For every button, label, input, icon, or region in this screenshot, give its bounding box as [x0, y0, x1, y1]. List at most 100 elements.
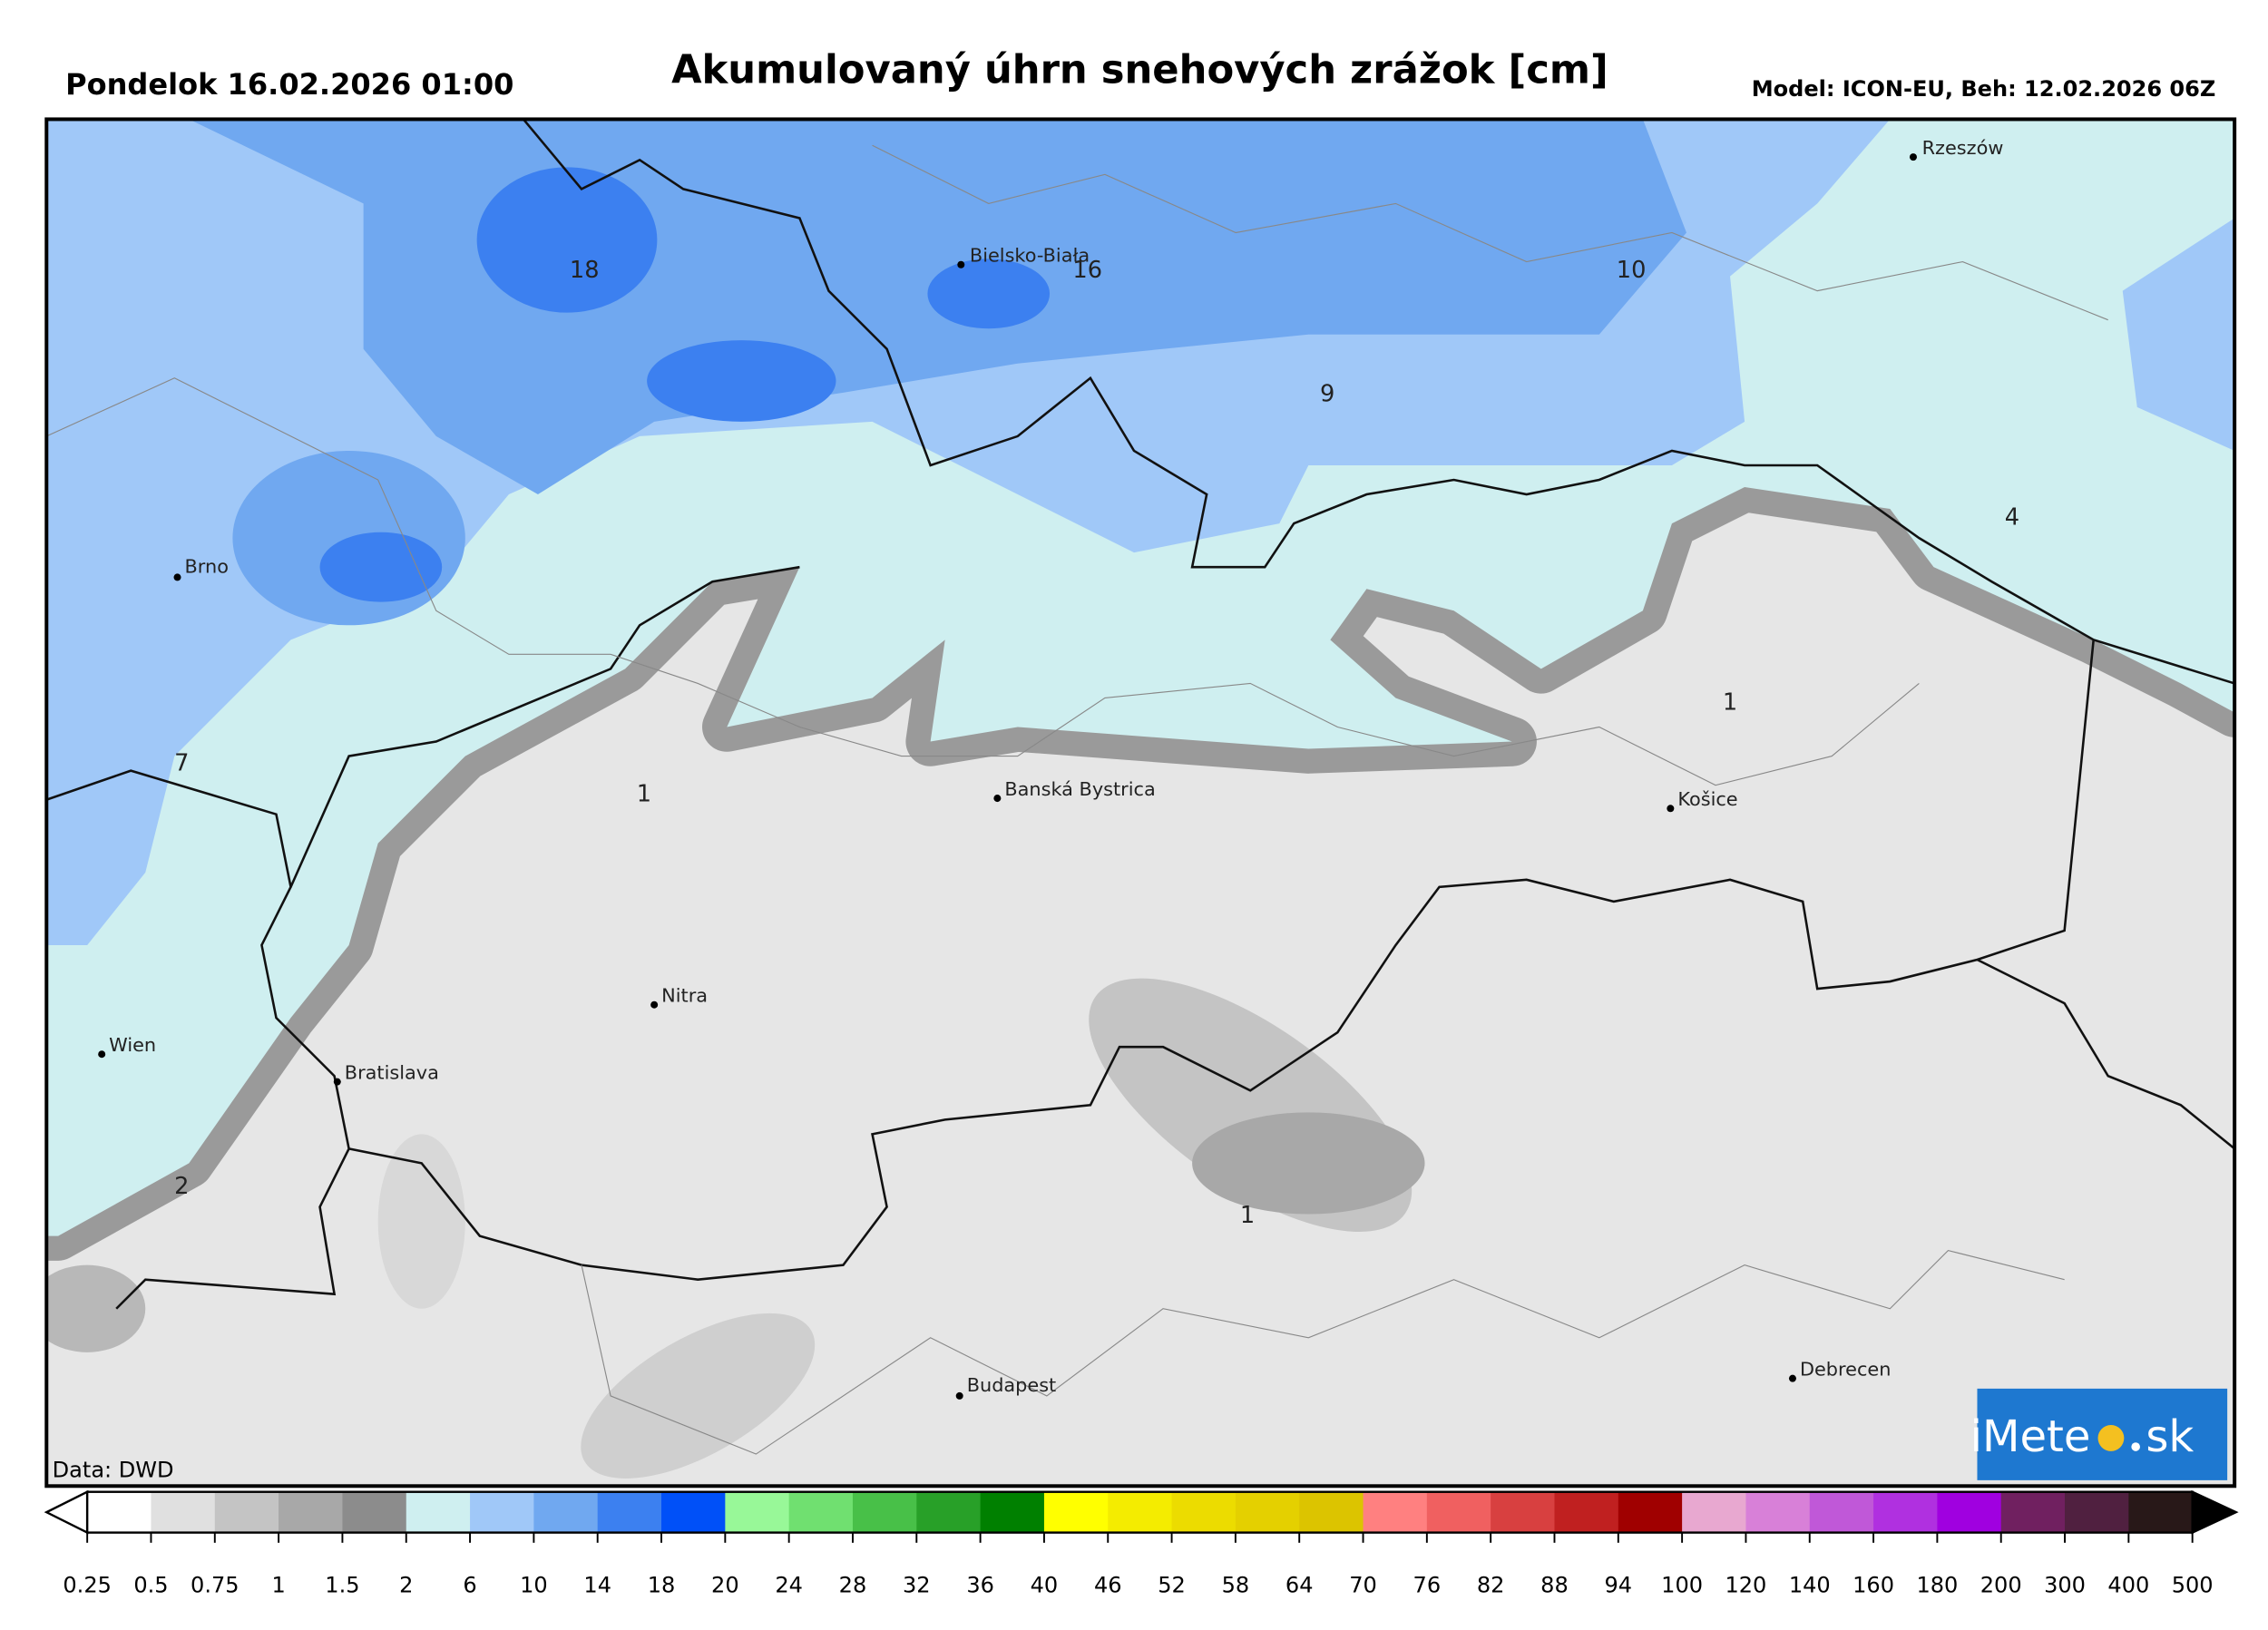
colorbar-tick-label: 28: [839, 1572, 867, 1597]
colorbar-tick-label: 76: [1413, 1572, 1442, 1597]
city-dot: [955, 1391, 963, 1400]
city-dot: [333, 1078, 341, 1086]
colorbar-frame: [85, 1490, 2194, 1534]
colorbar-tick-label: 52: [1158, 1572, 1186, 1597]
colorbar-bin: [342, 1491, 407, 1533]
city-label: Bielsko-Biała: [970, 245, 1090, 267]
city-dot: [1667, 805, 1675, 813]
border: [348, 639, 2095, 1281]
colorbar-tick-label: 24: [775, 1572, 803, 1597]
colorbar-bin: [1873, 1491, 1939, 1533]
colorbar-tick-label: 1: [271, 1572, 285, 1597]
colorbar-tick-label: 0.5: [133, 1572, 168, 1597]
region-line: [581, 1249, 2065, 1455]
colorbar-tick-label: 20: [711, 1572, 739, 1597]
snow-area: [2122, 218, 2235, 451]
colorbar-tick-label: 18: [648, 1572, 676, 1597]
colorbar-bin: [661, 1491, 727, 1533]
snow-area: [476, 167, 658, 313]
colorbar-bin: [1363, 1491, 1428, 1533]
colorbar-tick-label: 64: [1286, 1572, 1314, 1597]
colorbar-bin: [1745, 1491, 1811, 1533]
logo: iMete sk: [1970, 1388, 2228, 1480]
title: Akumulovaný úhrn snehových zrážok [cm]: [671, 47, 1608, 93]
colorbar-bin: [980, 1491, 1045, 1533]
colorbar-bin: [1937, 1491, 2002, 1533]
colorbar-tick-label: 200: [1980, 1572, 2022, 1597]
contour-label: 2: [174, 1173, 189, 1200]
colorbar-bin: [1426, 1491, 1491, 1533]
colorbar-tick-label: 300: [2044, 1572, 2086, 1597]
colorbar-tick-label: 500: [2172, 1572, 2214, 1597]
city-label: Rzeszów: [1922, 137, 2004, 159]
city-label: Banská Bystrica: [1004, 778, 1155, 800]
snow-area: [377, 1134, 465, 1309]
contour-label: 9: [1320, 380, 1334, 407]
colorbar-bin: [1491, 1491, 1556, 1533]
snow-area: [46, 1264, 146, 1352]
border: [289, 565, 800, 888]
colorbar-tick-label: 36: [966, 1572, 994, 1597]
contour-labels: 18 16 10 9 4 7 1 1 1 2: [174, 257, 2019, 1229]
logo-text: iMete: [1970, 1411, 2091, 1462]
city-dot: [1788, 1374, 1796, 1382]
city-label: Bratislava: [345, 1061, 439, 1083]
colorbar-bin: [1618, 1491, 1683, 1533]
colorbar-over: [2191, 1489, 2239, 1535]
colorbar-bin: [1809, 1491, 1874, 1533]
border: [522, 119, 2235, 685]
colorbar-tick-label: 100: [1661, 1572, 1703, 1597]
colorbar-bin: [1171, 1491, 1237, 1533]
colorbar-bin: [1299, 1491, 1364, 1533]
contour-label: 1: [637, 780, 651, 807]
colorbar-tick-label: 94: [1605, 1572, 1633, 1597]
region-line: [46, 377, 1920, 786]
region-line: [872, 144, 2108, 321]
colorbar-bin: [1682, 1491, 1747, 1533]
colorbar-tick-label: 0.75: [191, 1572, 240, 1597]
colorbar-bin: [533, 1491, 599, 1533]
city-label: Budapest: [967, 1374, 1057, 1396]
contour-label: 4: [2005, 504, 2019, 532]
snow-area: [581, 1313, 816, 1479]
colorbar-tick-label: 2: [399, 1572, 413, 1597]
colorbar-tick-label: 46: [1094, 1572, 1122, 1597]
contour-label: 10: [1617, 257, 1647, 284]
colorbar-tick-label: 6: [463, 1572, 476, 1597]
border: [46, 769, 350, 1310]
snow-area: [319, 532, 443, 602]
date-label: Pondelok 16.02.2026 01:00: [65, 67, 513, 102]
colorbar-bin: [788, 1491, 854, 1533]
city-dot: [650, 1000, 659, 1009]
colorbar-tick-label: 88: [1540, 1572, 1569, 1597]
colorbar: 0.25 0.5 0.75 1 1.5 2 6 10 14 18 20 24 28 32 36 40 46 52 5…: [44, 1489, 2239, 1597]
colorbar-under: [44, 1489, 89, 1535]
colorbar-tick-label: 1.5: [325, 1572, 359, 1597]
colorbar-tick-label: 32: [903, 1572, 931, 1597]
colorbar-bin: [2000, 1491, 2066, 1533]
city-label: Nitra: [661, 984, 708, 1006]
city-dot: [173, 573, 181, 581]
colorbar-bin: [1043, 1491, 1110, 1533]
contour-label: 7: [174, 750, 189, 777]
city-dot: [957, 260, 965, 268]
colorbar-tick-label: 400: [2107, 1572, 2149, 1597]
city-dot: [1909, 153, 1917, 161]
colorbar-bin: [725, 1491, 790, 1533]
credit: Data: DWD: [53, 1458, 174, 1483]
model-label: Model: ICON-EU, Beh: 12.02.2026 06Z: [1752, 76, 2216, 102]
colorbar-tick-label: 160: [1853, 1572, 1894, 1597]
colorbar-bin: [214, 1491, 279, 1533]
colorbar-bin: [151, 1491, 216, 1533]
city-label: Košice: [1677, 788, 1737, 810]
colorbar-bin: [1108, 1491, 1173, 1533]
colorbar-tick-label: 70: [1349, 1572, 1377, 1597]
city-label: Brno: [185, 556, 229, 578]
colorbar-tick-label: 0.25: [63, 1572, 112, 1597]
snow-area: [647, 340, 836, 422]
city-dot: [993, 795, 1002, 803]
contour-label: 18: [570, 257, 600, 284]
colorbar-tick-label: 120: [1725, 1572, 1767, 1597]
